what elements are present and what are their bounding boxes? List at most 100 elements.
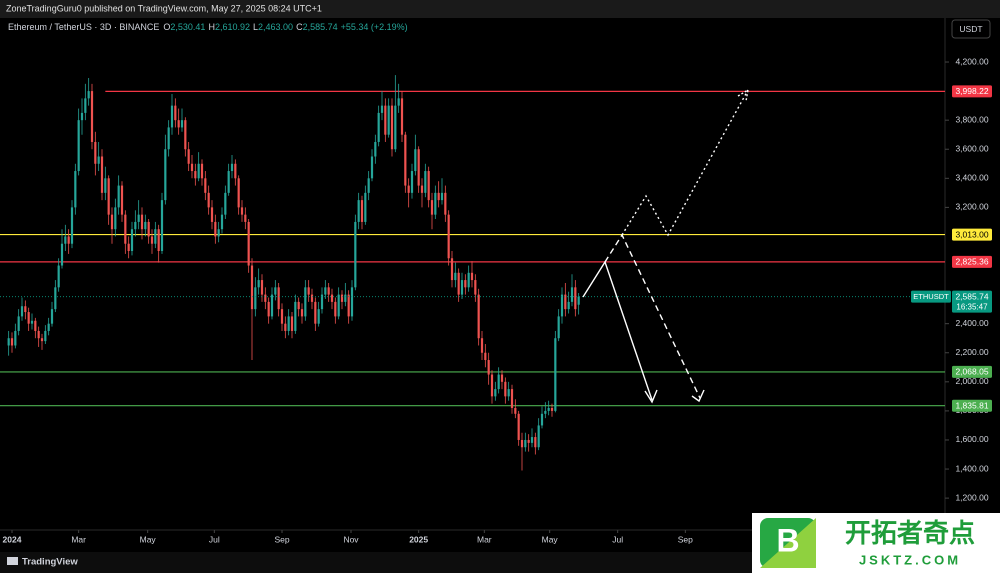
candle-body (300, 309, 304, 317)
last-price-symbol: ETHUSDT (913, 292, 949, 301)
candle-body (394, 105, 397, 150)
candle-body (7, 338, 10, 346)
candle-body (207, 192, 210, 208)
candle-body (190, 163, 194, 172)
candle-body (310, 294, 314, 302)
watermark-logo-shade (760, 518, 816, 568)
candle-body (387, 105, 390, 135)
candle-body (364, 192, 367, 222)
candle-body (154, 229, 157, 244)
candle-body (274, 287, 277, 295)
candle-body (80, 112, 84, 121)
candle-body (344, 294, 347, 302)
y-tick-label: 1,600.00 (955, 434, 988, 444)
projection-drawings (582, 88, 749, 404)
candle-body (227, 171, 230, 193)
candle-body (517, 413, 520, 440)
candle-body (70, 207, 74, 244)
candle-body (67, 236, 70, 244)
candle-body (464, 280, 467, 288)
publish-bar (0, 0, 1000, 18)
published-note: ZoneTradingGuru0 published on TradingVie… (6, 3, 322, 13)
legend-key: O (163, 22, 170, 32)
candle-body (537, 425, 540, 448)
legend-change: +55.34 (+2.19%) (341, 22, 408, 32)
candle-body (430, 200, 434, 215)
x-tick-label: 2024 (3, 534, 22, 544)
candle-body (504, 381, 507, 397)
candle-body (40, 338, 44, 342)
candle-body (397, 98, 400, 106)
y-tick-label: 2,200.00 (955, 347, 988, 357)
candle-body (137, 214, 140, 222)
candle-body (230, 163, 234, 172)
candle-body (334, 301, 337, 317)
currency-label: USDT (959, 24, 982, 34)
price-level-label: 2,825.36 (955, 257, 988, 267)
candle-body (427, 171, 430, 201)
candle-body (324, 287, 327, 295)
x-tick-label: May (140, 534, 157, 544)
candle-body (260, 280, 264, 295)
y-tick-label: 4,200.00 (955, 56, 988, 66)
candle-body (107, 178, 110, 215)
candle-body (204, 178, 207, 193)
candle-body (220, 214, 224, 230)
x-tick-label: Jul (612, 534, 623, 544)
symbol-name: Ethereum / TetherUS · 3D · BINANCE (8, 22, 159, 32)
candle-body (10, 338, 14, 346)
candle-body (380, 105, 384, 113)
legend-value: 2,530.41 (170, 22, 205, 32)
candle-body (77, 120, 80, 172)
candle-body (547, 407, 550, 411)
x-tick-label: 2025 (409, 534, 428, 544)
candle-body (14, 330, 17, 346)
legend-value: 2,463.00 (258, 22, 293, 32)
candle-body (217, 229, 220, 237)
candle-body (507, 389, 510, 397)
y-tick-label: 1,400.00 (955, 463, 988, 473)
candle-body (534, 437, 537, 448)
candle-body (490, 374, 494, 397)
candle-body (240, 207, 244, 215)
candle-body (87, 91, 90, 99)
x-tick-label: Mar (71, 534, 86, 544)
candle-body (244, 214, 247, 222)
price-level-tag (952, 228, 992, 241)
candle-body (197, 163, 200, 179)
candle-body (224, 192, 227, 215)
candle-body (214, 221, 217, 237)
candle-body (104, 178, 107, 193)
arrowhead-dashed (691, 389, 705, 403)
currency-button[interactable] (951, 19, 991, 39)
price-level-label: 2,068.05 (955, 367, 988, 377)
candle-body (567, 301, 570, 310)
candle-body (570, 287, 574, 302)
y-tick-label: 2,400.00 (955, 318, 988, 328)
candle-body (457, 272, 460, 295)
candle-body (484, 352, 487, 361)
candle-body (477, 294, 480, 339)
y-tick-label: 1,200.00 (955, 492, 988, 502)
candle-body (434, 192, 437, 215)
y-tick-label: 3,600.00 (955, 143, 988, 153)
legend-key: L (253, 22, 258, 32)
candle-body (257, 280, 260, 288)
candle-body (347, 294, 350, 317)
candle-body (447, 214, 450, 259)
candle-body (494, 389, 497, 397)
candle-body (27, 312, 30, 324)
y-tick-label: 3,800.00 (955, 114, 988, 124)
candle-body (377, 112, 380, 142)
candle-body (60, 243, 64, 266)
candle-body (410, 171, 414, 193)
candle-body (460, 280, 464, 295)
candle-body (340, 294, 344, 302)
price-level-label: 3,998.22 (955, 86, 988, 96)
candle-body (487, 360, 490, 375)
candle-body (270, 294, 274, 317)
candle-body (150, 236, 154, 244)
candle-body (127, 243, 130, 251)
